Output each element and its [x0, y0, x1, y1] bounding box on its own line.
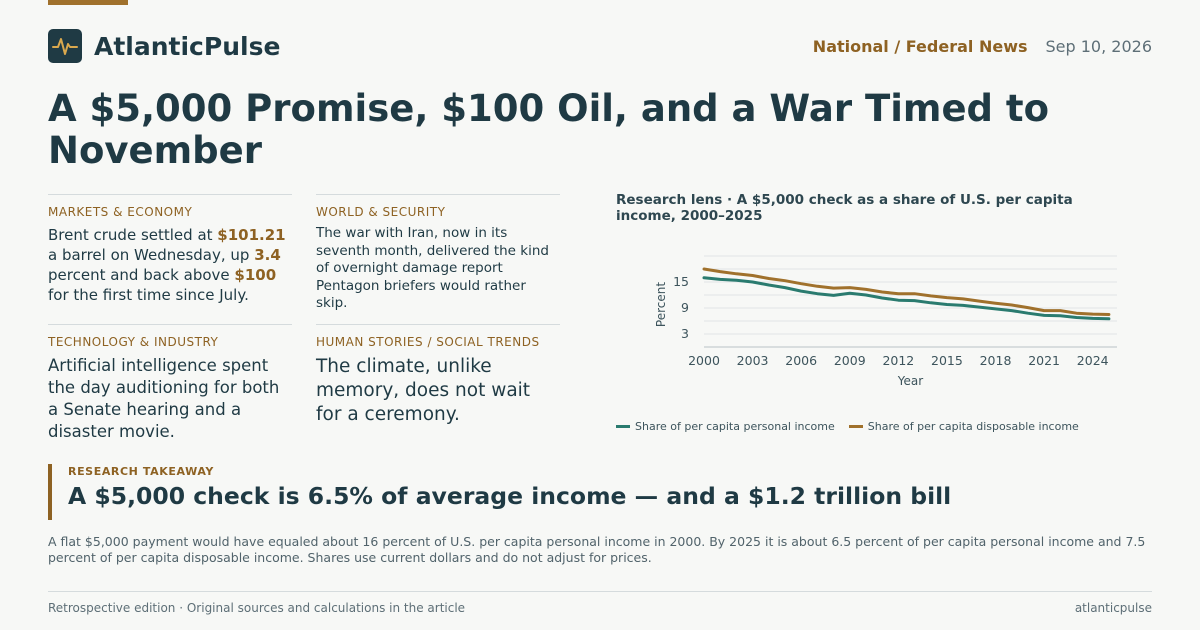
explainer-text: A flat $5,000 payment would have equaled… [48, 534, 1146, 565]
markets-text: Brent crude settled at $101.21 a barrel … [48, 226, 286, 304]
y-tick-label: 15 [673, 274, 689, 289]
chart-title: Research lens · A $5,000 check as a shar… [616, 192, 1073, 224]
x-tick-label: 2000 [688, 353, 720, 368]
footer-site-link[interactable]: atlanticpulse [1074, 601, 1152, 615]
takeaway-headline: A $5,000 check is 6.5% of average income… [68, 482, 952, 510]
markets-brief: MARKETS & ECONOMY Brent crude settled at… [48, 194, 292, 305]
y-tick-label: 3 [681, 326, 689, 341]
research-takeaway: RESEARCH TAKEAWAY A $5,000 check is 6.5%… [48, 464, 1152, 520]
pulse-icon[interactable] [48, 29, 82, 63]
x-tick-label: 2009 [834, 353, 866, 368]
legend-swatch-disposable [848, 425, 863, 428]
tech-brief: TECHNOLOGY & INDUSTRY Artificial intelli… [48, 324, 292, 443]
x-tick-label: 2015 [931, 353, 963, 368]
legend-label-personal: Share of per capita personal income [635, 420, 835, 433]
chart-legend: Share of per capita personal income Shar… [616, 420, 1093, 433]
tech-kicker: TECHNOLOGY & INDUSTRY [48, 335, 219, 349]
x-tick-label: 2021 [1028, 353, 1060, 368]
y-tick-label: 9 [681, 300, 689, 315]
y-axis-label: Percent [654, 282, 668, 327]
brand-name[interactable]: AtlanticPulse [94, 31, 281, 61]
site-header: AtlanticPulse National / Federal News Se… [48, 28, 1152, 64]
human-brief: HUMAN STORIES / SOCIAL TRENDS The climat… [316, 324, 560, 427]
world-text: The war with Iran, now in its seventh mo… [316, 225, 549, 311]
series-line-personal-income [702, 276, 1111, 321]
x-tick-label: 2012 [882, 353, 914, 368]
world-kicker: WORLD & SECURITY [316, 205, 446, 219]
page-title: A $5,000 Promise, $100 Oil, and a War Ti… [48, 87, 1050, 172]
x-tick-label: 2024 [1077, 353, 1109, 368]
x-tick-label: 2006 [785, 353, 817, 368]
human-text: The climate, unlike memory, does not wai… [316, 356, 531, 425]
takeaway-kicker: RESEARCH TAKEAWAY [68, 465, 214, 478]
top-accent-bar [48, 0, 128, 5]
income-share-chart: 3 9 15 2000 2003 2006 2009 2012 2015 2018 2021 2024… [654, 255, 1117, 388]
footer: Retrospective edition · Original sources… [48, 591, 1152, 615]
x-tick-label: 2018 [980, 353, 1012, 368]
footer-note: Retrospective edition · Original sources… [48, 601, 466, 615]
brent-change: 3.4 [254, 246, 281, 264]
legend-item-disposable: Share of per capita disposable income [848, 420, 1079, 433]
legend-label-disposable: Share of per capita disposable income [867, 420, 1079, 433]
brent-threshold: $100 [234, 266, 277, 284]
legend-item-personal: Share of per capita personal income [616, 420, 835, 433]
publish-date: Sep 10, 2026 [1045, 36, 1153, 56]
brent-price: $101.21 [217, 226, 286, 244]
legend-swatch-personal [616, 425, 630, 428]
markets-kicker: MARKETS & ECONOMY [48, 205, 193, 219]
x-axis-label: Year [897, 374, 923, 388]
tech-text: Artificial intelligence spent the day au… [48, 356, 280, 441]
world-brief: WORLD & SECURITY The war with Iran, now … [316, 194, 560, 313]
x-tick-label: 2003 [737, 353, 769, 368]
series-line-disposable-income [702, 267, 1111, 316]
section-link[interactable]: National / Federal News [812, 36, 1028, 56]
human-kicker: HUMAN STORIES / SOCIAL TRENDS [316, 335, 540, 349]
